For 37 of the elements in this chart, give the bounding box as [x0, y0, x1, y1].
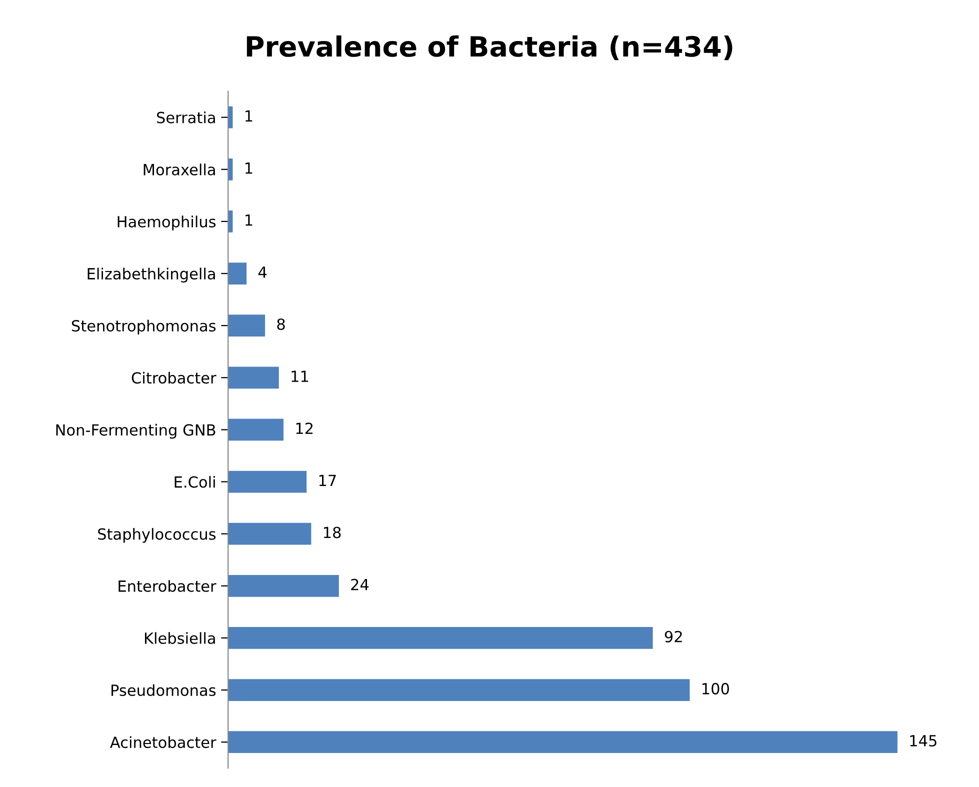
bar: [228, 627, 653, 649]
y-tick-label: Haemophilus: [118, 216, 216, 230]
y-tick-label: Enterobacter: [118, 580, 216, 592]
data-label: 1: [246, 214, 252, 226]
bar: [228, 574, 339, 597]
bar: [228, 731, 898, 754]
y-tick-label: Klebsiella: [144, 632, 215, 644]
data-label: 4: [258, 266, 267, 278]
y-tick-label: Stenotrophomonas: [72, 320, 216, 335]
bar: [228, 522, 312, 545]
bar: [228, 418, 284, 441]
data-label: 145: [910, 735, 936, 747]
data-label: 8: [277, 318, 285, 330]
data-label: 18: [324, 526, 341, 538]
data-label: 17: [319, 474, 336, 486]
data-label: 12: [296, 422, 313, 434]
data-label: 100: [702, 682, 729, 694]
bar: [228, 366, 279, 389]
bar: [228, 314, 266, 337]
data-label: 92: [664, 630, 682, 642]
data-label: 11: [292, 370, 308, 382]
data-label: 1: [246, 162, 252, 174]
y-tick-label: Staphylococcus: [98, 528, 216, 543]
y-tick-label: Pseudomonas: [112, 684, 216, 696]
y-tick-label: Moraxella: [144, 164, 215, 176]
y-tick-label: Serratia: [156, 112, 215, 124]
data-label: 1: [246, 110, 252, 122]
y-tick-label: Acinetobacter: [110, 736, 216, 748]
bar: [228, 679, 690, 701]
y-tick-label: Elizabethkingella: [88, 268, 215, 282]
data-label: 24: [351, 578, 369, 590]
chart-title: Prevalence of Bacteria (n=434): [246, 35, 732, 60]
bar: [228, 470, 307, 493]
bar: [228, 262, 247, 284]
y-tick-label: Citrobacter: [132, 372, 216, 384]
y-tick-label: Non-Fermenting GNB: [56, 424, 216, 439]
y-tick-label: E.Coli: [174, 476, 215, 488]
